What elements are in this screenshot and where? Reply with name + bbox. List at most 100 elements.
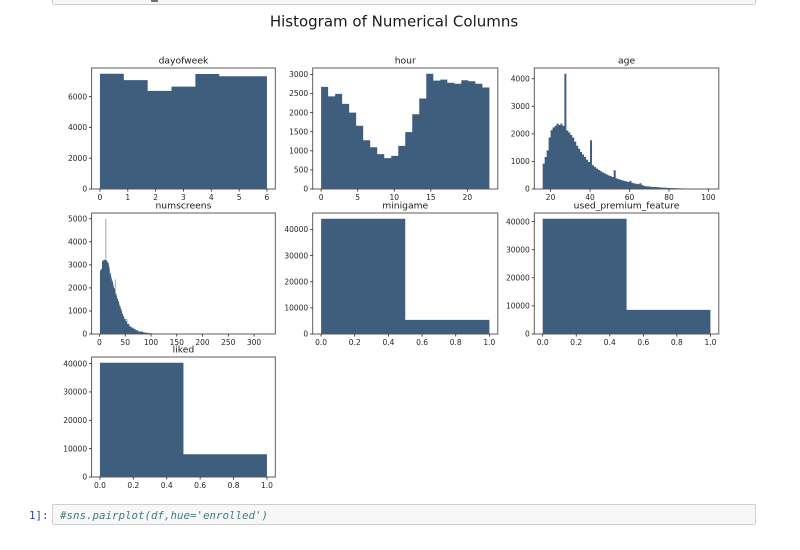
histogram-bars bbox=[542, 218, 711, 334]
axes-frame bbox=[533, 212, 720, 335]
y-tick-label: 4000 bbox=[68, 123, 87, 132]
y-tick-label: 30000 bbox=[284, 251, 308, 260]
x-tick-label: 20 bbox=[546, 193, 556, 202]
subplot-title: numscreens bbox=[155, 201, 211, 212]
x-tick-label: 0.6 bbox=[637, 338, 649, 347]
x-tick-label: 5 bbox=[237, 193, 242, 202]
x-tick-label: 0.0 bbox=[94, 481, 106, 490]
x-tick-label: 3 bbox=[181, 193, 186, 202]
subplot-numscreens: 0 50 100 150 200 250 300010002000300040005000n… bbox=[68, 201, 276, 347]
previous-cell-input-box bbox=[52, 0, 756, 5]
x-tick-label: 50 bbox=[120, 338, 130, 347]
subplot-minigame: 0.0 0.2 0.4 0.6 0.8 1.0 0 10000 20000 30000 40000 m… bbox=[284, 201, 499, 347]
x-tick-label: 1 bbox=[125, 193, 130, 202]
x-tick-label: 150 bbox=[170, 338, 185, 347]
x-tick-label: 10 bbox=[390, 193, 400, 202]
axes-frame bbox=[312, 212, 499, 335]
x-tick-label: 0.4 bbox=[604, 338, 616, 347]
y-tick-label: 20000 bbox=[284, 277, 308, 286]
subplot-title: dayofweek bbox=[159, 56, 209, 67]
subplot-title: minigame bbox=[382, 201, 428, 212]
x-tick-label: 100 bbox=[701, 193, 716, 202]
x-tick-label: 0.8 bbox=[671, 338, 683, 347]
subplot-hour: 0 5 10 15 20 0 500 1000 1500 2000 2500 3000 hour bbox=[289, 56, 499, 202]
figure-suptitle: Histogram of Numerical Columns bbox=[270, 13, 519, 31]
histogram-bars bbox=[321, 218, 490, 334]
histogram-bars bbox=[321, 73, 490, 189]
y-tick-label: 3000 bbox=[68, 261, 87, 270]
y-tick-label: 2000 bbox=[289, 108, 308, 117]
x-tick-label: 300 bbox=[247, 338, 262, 347]
axes-frame bbox=[312, 67, 499, 190]
x-tick-label: 0 bbox=[97, 338, 102, 347]
y-tick-label: 10000 bbox=[506, 302, 530, 311]
x-tick-label: 0.0 bbox=[537, 338, 549, 347]
x-tick-label: 80 bbox=[664, 193, 674, 202]
x-tick-label: 0.8 bbox=[228, 481, 240, 490]
y-tick-label: 20000 bbox=[506, 273, 530, 282]
y-tick-label: 4000 bbox=[68, 238, 87, 247]
x-tick-label: 0.6 bbox=[416, 338, 428, 347]
subplot-title: hour bbox=[395, 56, 416, 67]
y-tick-label: 2000 bbox=[68, 284, 87, 293]
y-tick-label: 40000 bbox=[506, 217, 530, 226]
y-tick-label: 1000 bbox=[68, 307, 87, 316]
subplot-used_premium_feature: 0.0 0.2 0.4 0.6 0.8 1.0 0 10000 20000 30000 40000 u… bbox=[506, 201, 720, 347]
x-tick-label: 0.0 bbox=[315, 338, 327, 347]
y-tick-label: 5000 bbox=[68, 214, 87, 223]
x-tick-label: 100 bbox=[144, 338, 159, 347]
y-tick-label: 6000 bbox=[68, 92, 87, 101]
code-text[interactable]: #sns.pairplot(df,hue='enrolled') bbox=[60, 509, 269, 522]
x-tick-label: 0.8 bbox=[450, 338, 462, 347]
x-tick-label: 1.0 bbox=[261, 481, 273, 490]
subplot-dayofweek: 0 1 2 3 4 5 6 0 2000 4000 6000 dayofweek bbox=[68, 56, 276, 202]
y-tick-label: 0 bbox=[82, 473, 87, 482]
axes-frame bbox=[533, 67, 720, 190]
x-tick-label: 0.2 bbox=[349, 338, 361, 347]
x-tick-label: 0 bbox=[98, 193, 103, 202]
y-tick-label: 500 bbox=[294, 166, 309, 175]
y-tick-label: 2500 bbox=[289, 89, 308, 98]
x-tick-label: 20 bbox=[463, 193, 473, 202]
clipped-text-fragment bbox=[151, 0, 158, 2]
subplot-liked: 0.0 0.2 0.4 0.6 0.8 1.0 0 10000 20000 30000 40000 l… bbox=[63, 345, 276, 490]
y-tick-label: 2000 bbox=[68, 154, 87, 163]
y-tick-label: 0 bbox=[82, 330, 87, 339]
subplot-title: liked bbox=[173, 345, 195, 356]
x-tick-label: 0.2 bbox=[127, 481, 139, 490]
x-tick-label: 0.2 bbox=[570, 338, 582, 347]
y-tick-label: 1000 bbox=[511, 157, 530, 166]
y-tick-label: 3000 bbox=[511, 102, 530, 111]
code-cell-input-box[interactable]: #sns.pairplot(df,hue='enrolled') bbox=[52, 504, 756, 525]
x-tick-label: 250 bbox=[221, 338, 236, 347]
y-tick-label: 1500 bbox=[289, 127, 308, 136]
x-tick-label: 0.6 bbox=[194, 481, 206, 490]
y-tick-label: 20000 bbox=[63, 416, 87, 425]
x-tick-label: 0 bbox=[319, 193, 324, 202]
histogram-bars bbox=[99, 73, 267, 189]
x-tick-label: 0.4 bbox=[382, 338, 394, 347]
x-tick-label: 2 bbox=[153, 193, 158, 202]
x-tick-label: 6 bbox=[265, 193, 270, 202]
x-tick-label: 1.0 bbox=[483, 338, 495, 347]
y-tick-label: 0 bbox=[82, 185, 87, 194]
y-tick-label: 30000 bbox=[506, 245, 530, 254]
y-tick-label: 40000 bbox=[284, 225, 308, 234]
y-tick-label: 1000 bbox=[289, 147, 308, 156]
x-tick-label: 1.0 bbox=[704, 338, 716, 347]
x-tick-label: 0.4 bbox=[161, 481, 173, 490]
subplot-title: age bbox=[618, 56, 635, 67]
x-tick-label: 40 bbox=[585, 193, 595, 202]
y-tick-label: 0 bbox=[525, 185, 530, 194]
y-tick-label: 0 bbox=[303, 185, 308, 194]
y-tick-label: 0 bbox=[303, 330, 308, 339]
y-tick-label: 10000 bbox=[284, 304, 308, 313]
x-tick-label: 5 bbox=[355, 193, 360, 202]
y-tick-label: 30000 bbox=[63, 388, 87, 397]
histogram-bars bbox=[99, 218, 267, 334]
y-tick-label: 40000 bbox=[63, 359, 87, 368]
y-tick-label: 4000 bbox=[511, 74, 530, 83]
